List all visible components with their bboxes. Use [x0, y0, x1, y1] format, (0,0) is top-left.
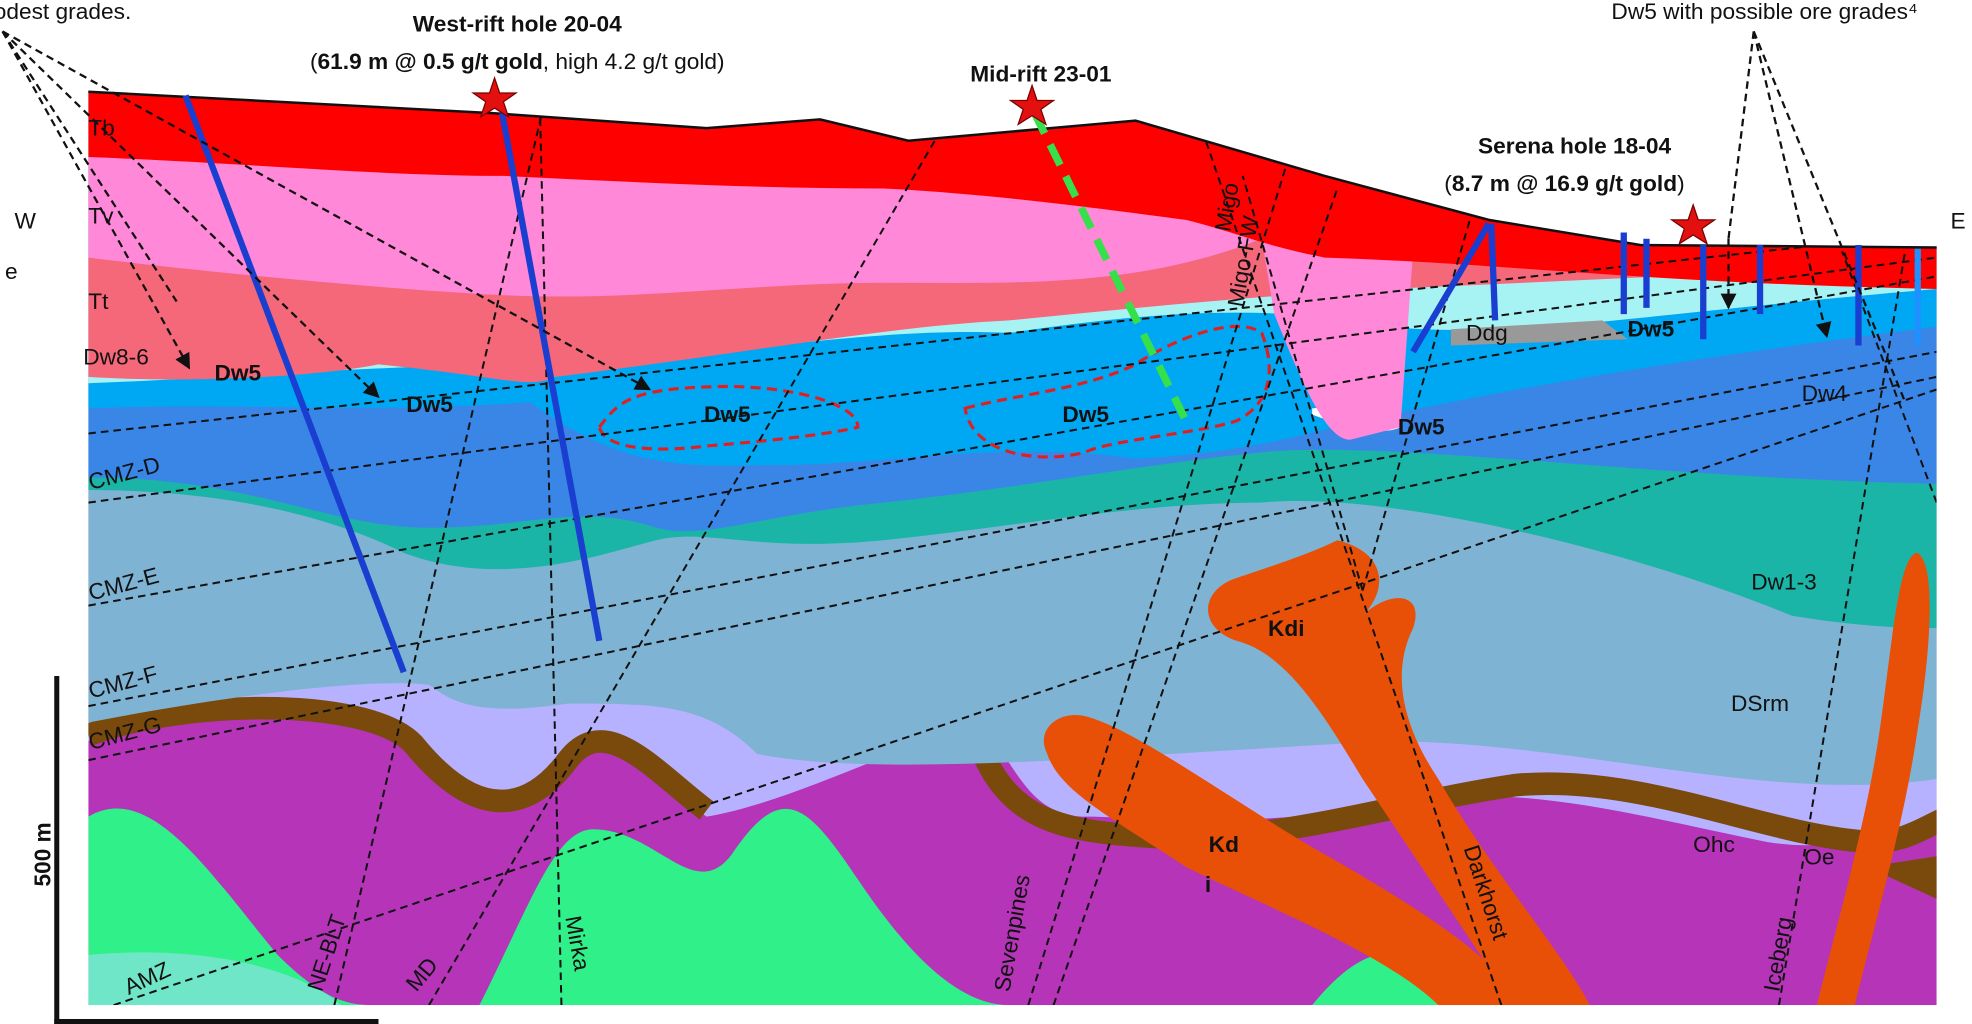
scale-label: 500 m: [29, 822, 55, 886]
collar-star: [1008, 83, 1056, 126]
unit-label: Kd: [1209, 831, 1239, 857]
hole-name: West-rift hole 20-04: [413, 10, 622, 36]
fault-line: [1203, 137, 1503, 1006]
unit-label: Dw4: [1802, 380, 1847, 406]
intrusion-dike: [1816, 552, 1930, 1006]
unit-label: Oe: [1804, 843, 1834, 869]
fault-line: [88, 231, 1937, 435]
topography: [88, 90, 1937, 249]
arrow: [1752, 30, 1907, 403]
fault-line: [88, 275, 1937, 607]
fault-line: [1241, 175, 1364, 591]
hole-result: (61.9 m @ 0.5 g/t gold, high 4.2 g/t gol…: [310, 48, 725, 74]
direction: E: [1951, 208, 1966, 234]
arrow: [1, 30, 191, 370]
unit-label: Tb: [88, 115, 115, 141]
unit-label: Dw5: [1628, 316, 1675, 342]
fault-line: [538, 110, 563, 1006]
callout-text: Dw5 with possible ore grades⁴: [1611, 0, 1917, 24]
intrusion-kd: [1043, 715, 1515, 1006]
collar-star: [1669, 202, 1717, 246]
unit-label: DSrm: [1731, 690, 1789, 716]
hole-grade-rest: ): [1677, 170, 1685, 196]
paren: (: [310, 48, 318, 74]
drill-hole: [499, 112, 603, 642]
unit-label: Dw5: [1398, 414, 1445, 440]
hole-grade-rest: , high 4.2 g/t gold): [543, 48, 725, 74]
arrow: [1, 30, 178, 303]
unit-label: Dw5: [704, 401, 751, 427]
unit-label: i: [1205, 871, 1211, 897]
unit-label: Tt: [88, 288, 109, 314]
fault-line: [88, 350, 1937, 708]
dw5-target: [597, 384, 860, 451]
arrow: [1752, 31, 1832, 339]
drill-hole: [1488, 223, 1499, 321]
hole-name: Mid-rift 23-01: [970, 61, 1111, 87]
fault-line: [88, 256, 1937, 504]
drill-holes: [182, 94, 1921, 674]
unit-label: Dw5: [214, 360, 261, 386]
fault-line: [1777, 251, 1907, 1006]
callout-text: odest grades.: [0, 0, 131, 24]
callout-arrows: [1, 30, 1907, 403]
arrow: [1, 30, 652, 391]
collars: [471, 75, 1717, 246]
drill-hole: [1410, 222, 1492, 354]
unit-label: Ohc: [1693, 831, 1735, 857]
arrow: [1727, 31, 1755, 239]
hole-result: (8.7 m @ 16.9 g/t gold): [1444, 170, 1684, 196]
fault-line: [1052, 188, 1339, 1006]
fault-line: [428, 131, 941, 1006]
faults: [88, 110, 1937, 1006]
unit-label: Ddg: [1466, 320, 1508, 346]
planned-hole: [1031, 111, 1190, 423]
intrusion-kdi: [1208, 540, 1590, 1006]
paren: (: [1444, 170, 1452, 196]
unit-label: Kdi: [1268, 615, 1305, 641]
fault-line: [1841, 250, 1937, 503]
unit-label: Dw8-6: [83, 343, 149, 369]
brown-marker: [88, 696, 714, 820]
unit-label: Tv: [88, 203, 114, 229]
hole-grade: 61.9 m @ 0.5 g/t gold: [318, 48, 543, 74]
unit-label: Dw1-3: [1751, 568, 1817, 594]
fault-line: [333, 110, 544, 1006]
unit-label: Dw5: [406, 391, 453, 417]
unit-label: Dw5: [1062, 401, 1109, 427]
direction: W: [15, 208, 37, 234]
hole-name: Serena hole 18-04: [1478, 132, 1671, 158]
edge-fragment: e: [5, 258, 18, 284]
fault-line: [113, 388, 1937, 1006]
amz-blob: [479, 808, 1010, 1006]
hole-grade: 8.7 m @ 16.9 g/t gold: [1452, 170, 1677, 196]
drill-hole: [182, 94, 407, 674]
collar-star: [471, 75, 519, 119]
fault-line: [1027, 163, 1288, 1006]
